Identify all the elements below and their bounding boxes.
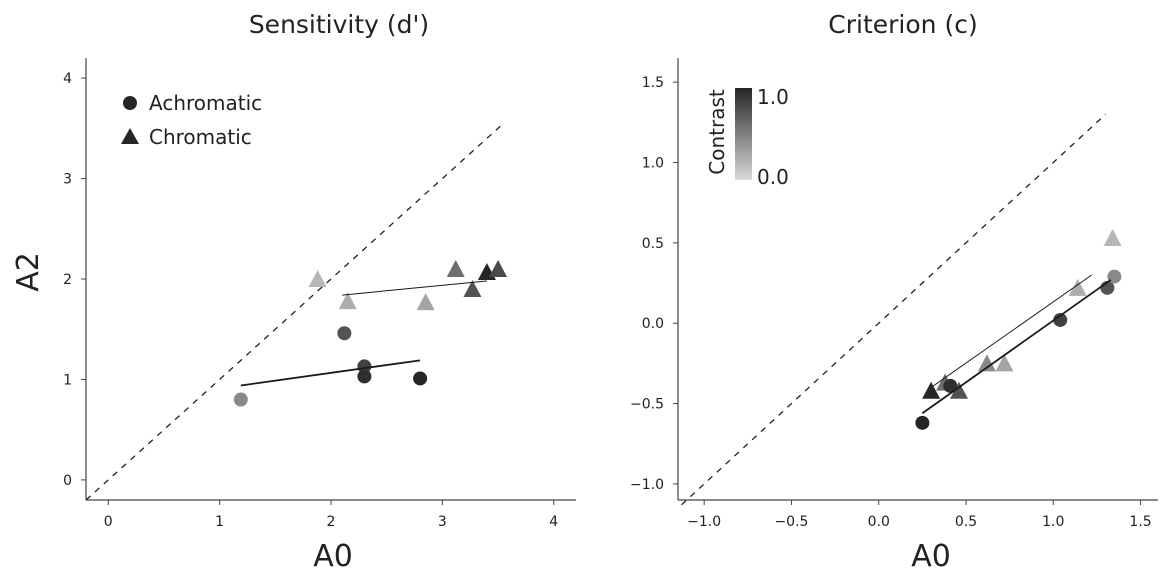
sensitivity-legend: Achromatic Chromatic [121, 91, 262, 149]
x-tick-label: 1 [215, 514, 224, 530]
chromatic-point [995, 354, 1014, 372]
sensitivity-panel: Sensitivity (d') A0 A2 0 1 2 3 4 0 1 2 3 4 Achrom… [11, 10, 576, 572]
y-tick-label: 3 [63, 172, 72, 188]
x-tick-label: 4 [549, 514, 558, 530]
x-tick-label: 2 [327, 514, 336, 530]
chromatic-fit-line [342, 280, 487, 296]
identity-dashed-line [681, 113, 1107, 506]
criterion-title: Criterion (c) [828, 10, 977, 39]
chromatic-point [950, 381, 969, 399]
criterion-panel: Criterion (c) A0 −1.0 −0.5 0.0 0.5 1.0 1.5−1.… [630, 10, 1158, 572]
chromatic-point [1068, 278, 1087, 296]
sensitivity-x-axis-label: A0 [313, 539, 353, 572]
sensitivity-marks [85, 122, 508, 501]
chromatic-point [489, 259, 508, 277]
criterion-marks [681, 113, 1122, 506]
colorbar-max-label: 1.0 [757, 85, 789, 109]
y-tick-label: −1.0 [630, 477, 664, 493]
x-tick-label: 0.5 [955, 514, 977, 530]
y-tick-label: 1 [63, 372, 72, 388]
achromatic-point [915, 415, 930, 430]
achromatic-point [413, 371, 428, 386]
criterion-axes: −1.0 −0.5 0.0 0.5 1.0 1.5 −1.0 −0.5 0.0 0.5 1.0 1.5 [630, 58, 1158, 530]
achromatic-point [357, 369, 372, 384]
sensitivity-title: Sensitivity (d') [249, 10, 429, 39]
achromatic-fit-line [240, 359, 421, 387]
x-tick-label: −1.0 [687, 514, 721, 530]
achromatic-point [337, 326, 352, 341]
y-tick-label: 4 [63, 71, 72, 87]
y-tick-label: 1.0 [642, 155, 664, 171]
x-tick-label: 1.5 [1129, 514, 1151, 530]
achromatic-point [357, 359, 372, 374]
legend-triangle-marker [121, 128, 139, 144]
chromatic-point [463, 280, 482, 298]
colorbar-gradient [735, 88, 752, 180]
x-tick-label: −0.5 [774, 514, 808, 530]
chromatic-point [338, 292, 357, 310]
chromatic-point [922, 381, 941, 399]
colorbar-min-label: 0.0 [757, 165, 789, 189]
x-tick-label: 3 [438, 514, 447, 530]
chromatic-point [446, 259, 465, 277]
x-tick-label: 0 [104, 514, 113, 530]
y-tick-label: −0.5 [630, 397, 664, 413]
y-tick-label: 0.0 [642, 316, 664, 332]
legend-label-chromatic: Chromatic [149, 125, 252, 149]
contrast-colorbar: 1.0 0.0 Contrast [705, 85, 789, 189]
achromatic-point [233, 392, 248, 407]
chromatic-fit-line [930, 274, 1092, 388]
x-tick-label: 0.0 [868, 514, 890, 530]
chromatic-point [977, 354, 996, 372]
y-tick-label: 0.5 [642, 236, 664, 252]
y-tick-label: 0 [63, 473, 72, 489]
chromatic-point [1103, 229, 1122, 247]
chromatic-point [416, 293, 435, 311]
criterion-x-axis-label: A0 [911, 539, 951, 572]
identity-dashed-line [85, 122, 505, 501]
sensitivity-y-axis-label: A2 [11, 252, 46, 292]
achromatic-fit-line [921, 279, 1112, 414]
legend-label-achromatic: Achromatic [149, 91, 262, 115]
y-tick-label: 1.5 [642, 75, 664, 91]
legend-circle-marker [123, 96, 137, 110]
achromatic-point [943, 378, 958, 393]
x-tick-label: 1.0 [1042, 514, 1064, 530]
chromatic-point [308, 270, 327, 287]
colorbar-title: Contrast [705, 89, 729, 175]
y-tick-label: 2 [63, 272, 72, 288]
sensitivity-axes: 0 1 2 3 4 0 1 2 3 4 [63, 58, 576, 530]
achromatic-point [1053, 312, 1068, 327]
